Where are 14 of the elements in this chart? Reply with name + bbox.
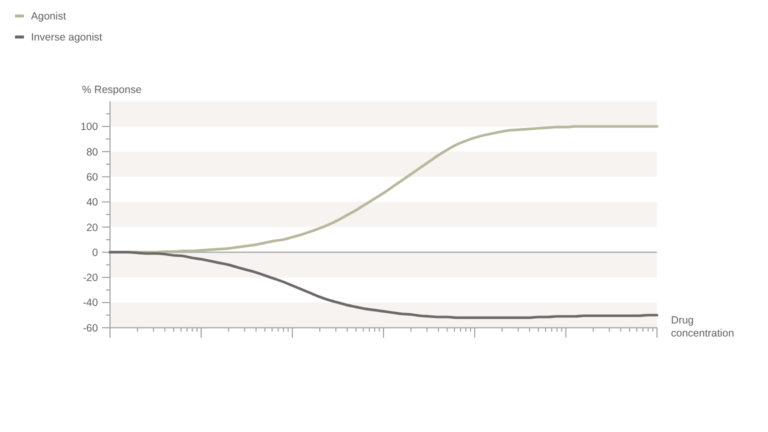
x-axis-title: Drug concentration [671,314,734,340]
y-tick-label: 100 [80,121,98,134]
line-series [108,250,658,319]
legend-label: Agonist [31,10,66,23]
y-tick-label: -40 [82,297,98,310]
legend-label: Inverse agonist [31,32,102,44]
y-axis-title: % Response [82,84,142,96]
y-tick-label: 80 [86,146,98,158]
y-tick-label: 40 [86,196,98,209]
y-tick-label: -20 [82,272,98,284]
y-tick-label: 20 [86,222,98,234]
y-tick-label: 60 [86,171,98,184]
y-tick-label: 0 [92,246,98,259]
y-tick-label: -60 [82,322,98,334]
